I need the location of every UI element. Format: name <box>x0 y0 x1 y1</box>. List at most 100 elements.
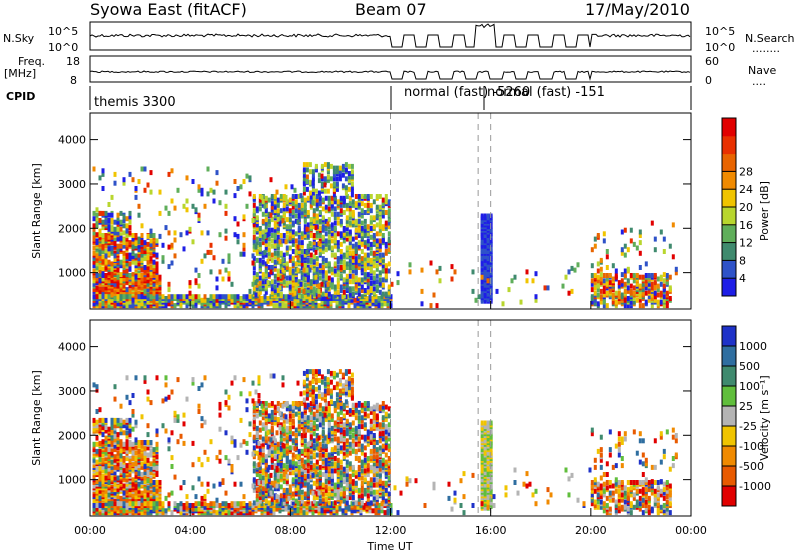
heatmap-cell <box>104 233 108 238</box>
heatmap-cell <box>302 172 306 178</box>
heatmap-cell <box>308 162 312 168</box>
heatmap-cell <box>254 292 258 298</box>
heatmap-cell <box>149 470 153 476</box>
heatmap-cell <box>92 223 96 229</box>
heatmap-cell <box>261 279 265 285</box>
heatmap-cell <box>92 417 96 423</box>
heatmap-cell <box>95 223 99 229</box>
heatmap-cell <box>251 253 255 259</box>
heatmap-cell <box>305 226 309 232</box>
heatmap-cell <box>258 197 262 203</box>
heatmap-cell <box>236 221 240 227</box>
heatmap-cell <box>291 413 295 419</box>
heatmap-cell <box>209 187 213 193</box>
heatmap-cell <box>635 273 639 278</box>
heatmap-cell <box>273 234 277 240</box>
heatmap-cell <box>110 292 114 298</box>
heatmap-cell <box>350 297 354 303</box>
heatmap-cell <box>596 233 600 238</box>
heatmap-cell <box>113 296 117 301</box>
heatmap-cell <box>300 288 304 293</box>
heatmap-cell <box>128 417 132 423</box>
heatmap-cell <box>239 296 243 301</box>
heatmap-cell <box>104 273 108 278</box>
heatmap-cell <box>350 174 354 180</box>
heatmap-cell <box>333 211 337 217</box>
heatmap-cell <box>339 208 343 214</box>
heatmap-cell <box>258 498 262 504</box>
heatmap-cell <box>279 445 283 451</box>
heatmap-cell <box>293 187 297 193</box>
heatmap-cell <box>302 190 306 196</box>
heatmap-cell <box>599 266 603 272</box>
heatmap-cell <box>203 253 207 259</box>
heatmap-cell <box>179 232 183 238</box>
heatmap-cell <box>335 504 339 510</box>
heatmap-cell <box>480 238 484 244</box>
heatmap-cell <box>288 279 292 285</box>
heatmap-cell <box>317 190 321 196</box>
heatmap-cell <box>143 187 147 193</box>
heatmap-cell <box>149 452 153 458</box>
heatmap-cell <box>107 452 111 458</box>
heatmap-cell <box>363 288 367 293</box>
heatmap-cell <box>104 294 108 300</box>
heatmap-cell <box>122 423 126 429</box>
heatmap-cell <box>146 292 150 298</box>
heatmap-cell <box>297 226 301 231</box>
heatmap-cell <box>239 510 243 516</box>
heatmap-cell <box>279 433 283 438</box>
heatmap-cell <box>276 272 280 278</box>
heatmap-cell <box>122 483 126 489</box>
heatmap-cell <box>326 174 330 180</box>
heatmap-cell <box>131 448 135 454</box>
heatmap-cell <box>266 504 270 510</box>
freq-panel: Freq. [MHz] 18 8 60 0 Nave .... <box>4 55 776 88</box>
heatmap-cell <box>285 487 289 493</box>
heatmap-cell <box>122 294 126 300</box>
heatmap-cell <box>282 210 286 215</box>
heatmap-cell <box>321 243 325 249</box>
heatmap-cell <box>327 291 331 297</box>
heatmap-cell <box>375 222 379 228</box>
heatmap-cell <box>369 218 373 224</box>
heatmap-cell <box>188 280 192 286</box>
heatmap-cell <box>215 501 219 507</box>
heatmap-cell <box>371 501 375 507</box>
heatmap-cell <box>396 280 400 286</box>
heatmap-cell <box>276 422 280 428</box>
heatmap-cell <box>119 259 123 265</box>
heatmap-cell <box>531 278 535 284</box>
heatmap-cell <box>152 457 156 463</box>
heatmap-cell <box>101 473 105 479</box>
heatmap-cell <box>605 249 609 254</box>
heatmap-cell <box>182 503 186 508</box>
heatmap-cell <box>647 273 651 278</box>
heatmap-cell <box>113 481 117 487</box>
heatmap-cell <box>653 290 657 296</box>
heatmap-cell <box>104 506 108 512</box>
heatmap-cell <box>125 448 129 454</box>
heatmap-cell <box>258 241 262 247</box>
heatmap-cell <box>170 294 174 300</box>
heatmap-cell <box>101 210 105 216</box>
heatmap-cell <box>134 440 138 445</box>
heatmap-cell <box>318 263 322 269</box>
heatmap-cell <box>378 204 382 210</box>
heatmap-cell <box>293 294 297 300</box>
colorbar-swatch <box>722 118 736 137</box>
heatmap-cell <box>273 498 277 504</box>
heatmap-cell <box>149 466 153 472</box>
heatmap-cell <box>318 226 322 231</box>
heatmap-cell <box>200 301 204 307</box>
heatmap-cell <box>323 176 327 182</box>
heatmap-cell <box>110 450 114 456</box>
heatmap-cell <box>366 241 370 247</box>
heatmap-cell <box>671 222 675 228</box>
heatmap-cell <box>308 190 312 196</box>
y-tick-label: 1000 <box>58 267 86 280</box>
heatmap-cell <box>113 171 117 177</box>
heatmap-cell <box>342 293 346 299</box>
heatmap-cell <box>279 241 283 247</box>
